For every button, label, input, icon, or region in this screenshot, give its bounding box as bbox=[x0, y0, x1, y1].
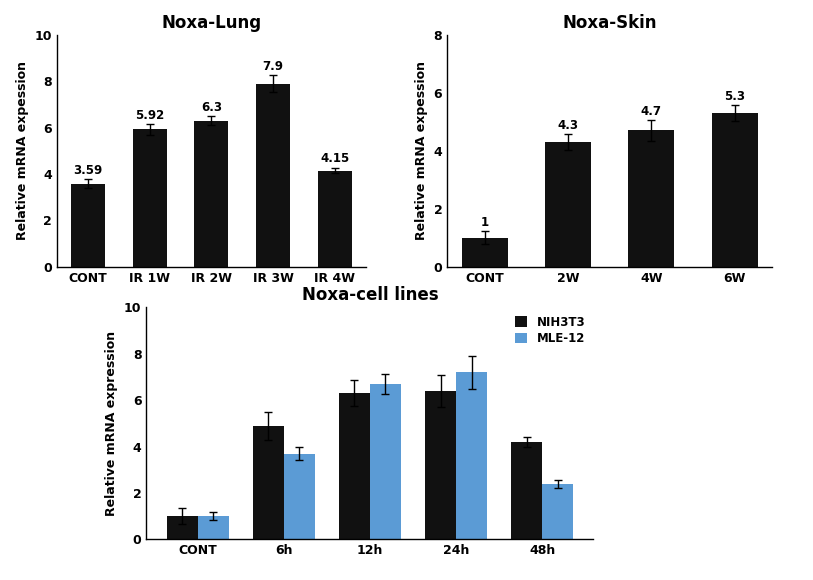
Bar bbox=[542, 484, 573, 539]
Bar bbox=[425, 391, 456, 539]
Text: 5.3: 5.3 bbox=[724, 90, 746, 103]
Bar bbox=[339, 393, 370, 539]
Bar bbox=[511, 442, 542, 539]
Bar bbox=[462, 238, 508, 267]
Text: 4.7: 4.7 bbox=[641, 105, 662, 118]
Bar bbox=[284, 454, 315, 539]
Text: 7.9: 7.9 bbox=[263, 60, 284, 72]
Text: 1: 1 bbox=[480, 216, 489, 229]
Title: Noxa-Skin: Noxa-Skin bbox=[563, 14, 657, 32]
Text: 4.3: 4.3 bbox=[558, 119, 579, 132]
Bar bbox=[256, 84, 290, 267]
Bar bbox=[194, 121, 228, 267]
Bar bbox=[711, 113, 758, 267]
Y-axis label: Relative mRNA expession: Relative mRNA expession bbox=[415, 61, 428, 240]
Legend: NIH3T3, MLE-12: NIH3T3, MLE-12 bbox=[513, 313, 588, 347]
Y-axis label: Relative mRNA expression: Relative mRNA expression bbox=[106, 331, 119, 516]
Bar bbox=[370, 384, 401, 539]
Y-axis label: Relative mRNA expession: Relative mRNA expession bbox=[16, 61, 29, 240]
Bar bbox=[133, 129, 167, 267]
Bar bbox=[71, 183, 105, 267]
Bar bbox=[456, 372, 487, 539]
Text: 5.92: 5.92 bbox=[135, 108, 164, 122]
Title: Noxa-cell lines: Noxa-cell lines bbox=[302, 287, 438, 304]
Bar bbox=[318, 171, 352, 267]
Text: 4.15: 4.15 bbox=[320, 152, 350, 165]
Bar bbox=[546, 142, 591, 267]
Text: 6.3: 6.3 bbox=[201, 101, 222, 114]
Text: 3.59: 3.59 bbox=[73, 164, 102, 176]
Bar bbox=[253, 426, 284, 539]
Bar bbox=[628, 130, 674, 267]
Bar bbox=[167, 516, 198, 539]
Title: Noxa-Lung: Noxa-Lung bbox=[161, 14, 262, 32]
Bar bbox=[198, 516, 228, 539]
